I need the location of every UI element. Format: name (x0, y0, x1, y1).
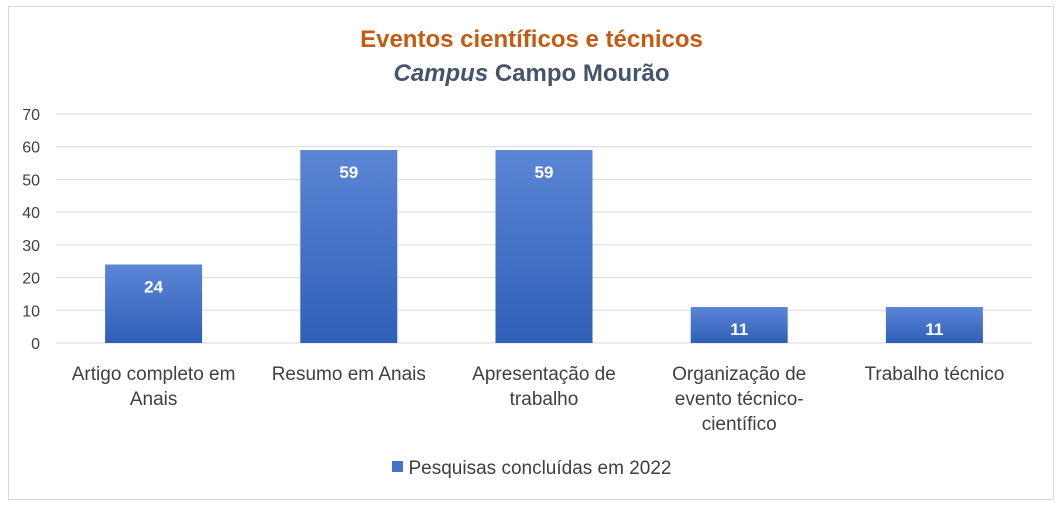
y-tick-label: 60 (22, 140, 40, 157)
chart-title: Eventos científicos e técnicos (360, 26, 703, 53)
data-label: 24 (144, 277, 163, 296)
bar (105, 264, 203, 343)
bar (495, 149, 593, 343)
chart-subtitle: Campus Campo Mourão (0, 60, 1063, 88)
data-label: 59 (535, 163, 554, 182)
x-axis-tick-labels: Artigo completo em Anais Resumo em Anais Ap… (72, 364, 1005, 435)
y-tick-label: 30 (22, 238, 40, 255)
x-tick-label: Apresentação de trabalho (472, 364, 616, 410)
chart-subtitle-rest: Campo Mourão (488, 60, 670, 87)
bars (105, 149, 983, 343)
bar (300, 149, 398, 343)
x-tick-label-line: trabalho (510, 389, 579, 410)
x-tick-label-line: evento técnico- (675, 389, 804, 410)
y-tick-label: 20 (22, 271, 40, 288)
legend-swatch (391, 461, 403, 473)
x-tick-label-line: Anais (130, 389, 178, 410)
bar (885, 307, 983, 343)
data-label: 11 (925, 320, 943, 339)
x-tick-label-line: Artigo completo em (72, 364, 236, 385)
x-tick-label-line: científico (702, 414, 777, 435)
x-tick-label-line: Resumo em Anais (272, 364, 426, 385)
data-label: 11 (730, 320, 748, 339)
chart-subtitle-italic: Campus (393, 60, 489, 87)
data-label: 59 (339, 163, 358, 182)
data-labels: 24 59 59 11 11 (144, 163, 943, 339)
y-tick-label: 10 (22, 303, 40, 320)
x-tick-label: Trabalho técnico (865, 364, 1005, 385)
x-tick-label-line: Organização de (672, 364, 806, 385)
y-tick-label: 0 (31, 336, 40, 353)
x-tick-label: Organização de evento técnico-científico (672, 364, 806, 435)
x-tick-label: Artigo completo em Anais (72, 364, 236, 410)
y-axis-tick-labels: 0 10 20 30 40 50 60 70 (22, 107, 40, 353)
y-tick-label: 70 (22, 107, 40, 124)
y-tick-label: 50 (22, 172, 40, 189)
legend-label: Pesquisas concluídas em 2022 (408, 458, 672, 479)
y-tick-label: 40 (22, 205, 40, 222)
legend: Pesquisas concluídas em 2022 (0, 458, 1063, 480)
x-tick-label-line: Apresentação de (472, 364, 616, 385)
x-tick-label-line: Trabalho técnico (865, 364, 1005, 385)
bar (690, 307, 788, 343)
x-tick-label: Resumo em Anais (272, 364, 426, 385)
